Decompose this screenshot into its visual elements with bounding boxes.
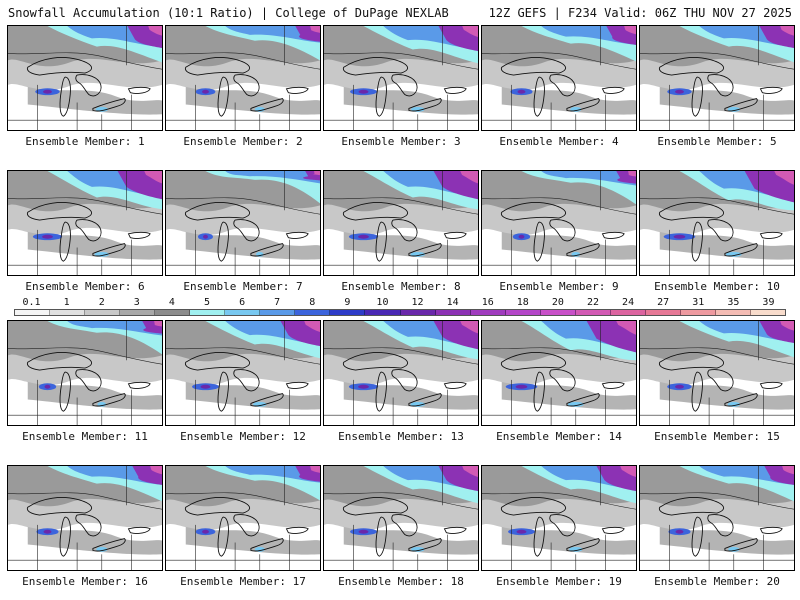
legend-label: 35 — [727, 297, 740, 308]
legend-swatch — [680, 310, 716, 315]
legend-label: 24 — [622, 297, 635, 308]
ensemble-map-panel — [323, 465, 479, 571]
snowfall-color-legend: 0.1 1 2 3 4 5 6 7 8 9 10 12 14 16 18 20 22 24 27 31 35 39 — [14, 298, 786, 318]
legend-label: 6 — [239, 297, 246, 308]
legend-label: 10 — [376, 297, 389, 308]
legend-swatch — [15, 310, 51, 315]
legend-swatch — [505, 310, 541, 315]
legend-swatch — [190, 310, 226, 315]
legend-label: 39 — [762, 297, 775, 308]
ensemble-member-caption: Ensemble Member: 20 — [654, 575, 780, 588]
legend-swatch — [365, 310, 401, 315]
ensemble-map-panel — [639, 465, 795, 571]
legend-swatch — [575, 310, 611, 315]
legend-swatch — [750, 310, 786, 315]
ensemble-map-panel — [165, 25, 321, 131]
legend-label: 2 — [98, 297, 105, 308]
ensemble-member-caption: Ensemble Member: 1 — [25, 135, 145, 148]
ensemble-member-caption: Ensemble Member: 4 — [499, 135, 619, 148]
ensemble-map-panel — [7, 170, 163, 276]
ensemble-member-caption: Ensemble Member: 6 — [25, 280, 145, 293]
ensemble-map-panel — [165, 320, 321, 426]
ensemble-map-panel — [481, 25, 637, 131]
legend-swatch — [715, 310, 751, 315]
ensemble-member-caption: Ensemble Member: 9 — [499, 280, 619, 293]
header-right-title: 12Z GEFS | F234 Valid: 06Z THU NOV 27 20… — [488, 6, 792, 20]
legend-swatch — [225, 310, 261, 315]
ensemble-map-panel — [7, 465, 163, 571]
ensemble-map-panel — [639, 25, 795, 131]
legend-swatch — [645, 310, 681, 315]
legend-label: 7 — [274, 297, 281, 308]
legend-label: 20 — [551, 297, 564, 308]
legend-label: 1 — [63, 297, 70, 308]
ensemble-map-panel — [165, 170, 321, 276]
header-left-title: Snowfall Accumulation (10:1 Ratio) | Col… — [8, 6, 449, 20]
legend-label: 14 — [446, 297, 459, 308]
ensemble-member-caption: Ensemble Member: 17 — [180, 575, 306, 588]
ensemble-map-panel — [323, 170, 479, 276]
ensemble-map-panel — [323, 320, 479, 426]
ensemble-member-caption: Ensemble Member: 12 — [180, 430, 306, 443]
ensemble-map-panel — [165, 465, 321, 571]
ensemble-member-caption: Ensemble Member: 13 — [338, 430, 464, 443]
legend-label: 9 — [344, 297, 351, 308]
legend-label: 27 — [657, 297, 670, 308]
legend-swatch — [610, 310, 646, 315]
legend-swatch — [260, 310, 296, 315]
ensemble-member-caption: Ensemble Member: 16 — [22, 575, 148, 588]
legend-swatch — [120, 310, 156, 315]
legend-swatch — [50, 310, 86, 315]
legend-color-bar — [14, 309, 786, 316]
legend-label: 31 — [692, 297, 705, 308]
ensemble-member-caption: Ensemble Member: 19 — [496, 575, 622, 588]
ensemble-member-caption: Ensemble Member: 11 — [22, 430, 148, 443]
ensemble-member-caption: Ensemble Member: 15 — [654, 430, 780, 443]
legend-swatch — [470, 310, 506, 315]
ensemble-member-caption: Ensemble Member: 8 — [341, 280, 461, 293]
ensemble-member-caption: Ensemble Member: 5 — [657, 135, 777, 148]
ensemble-map-panel — [481, 170, 637, 276]
ensemble-map-panel — [7, 25, 163, 131]
legend-labels: 0.1 1 2 3 4 5 6 7 8 9 10 12 14 16 18 20 22 24 27 31 35 39 — [14, 298, 786, 309]
legend-swatch — [85, 310, 121, 315]
legend-swatch — [400, 310, 436, 315]
legend-label: 3 — [133, 297, 140, 308]
legend-label: 8 — [309, 297, 316, 308]
legend-swatch — [155, 310, 191, 315]
legend-label: 12 — [411, 297, 424, 308]
ensemble-member-caption: Ensemble Member: 10 — [654, 280, 780, 293]
ensemble-map-panel — [481, 465, 637, 571]
ensemble-map-panel — [639, 170, 795, 276]
ensemble-member-caption: Ensemble Member: 18 — [338, 575, 464, 588]
legend-swatch — [295, 310, 331, 315]
legend-label: 0.1 — [22, 297, 41, 308]
ensemble-map-panel — [7, 320, 163, 426]
legend-label: 16 — [481, 297, 494, 308]
legend-swatch — [435, 310, 471, 315]
ensemble-member-caption: Ensemble Member: 3 — [341, 135, 461, 148]
ensemble-member-caption: Ensemble Member: 7 — [183, 280, 303, 293]
legend-label: 4 — [168, 297, 175, 308]
ensemble-map-panel — [639, 320, 795, 426]
ensemble-map-panel — [323, 25, 479, 131]
legend-swatch — [540, 310, 576, 315]
ensemble-member-caption: Ensemble Member: 14 — [496, 430, 622, 443]
ensemble-member-caption: Ensemble Member: 2 — [183, 135, 303, 148]
ensemble-map-panel — [481, 320, 637, 426]
legend-label: 5 — [203, 297, 211, 308]
legend-label: 18 — [516, 297, 529, 308]
legend-swatch — [330, 310, 366, 315]
legend-label: 22 — [586, 297, 600, 308]
